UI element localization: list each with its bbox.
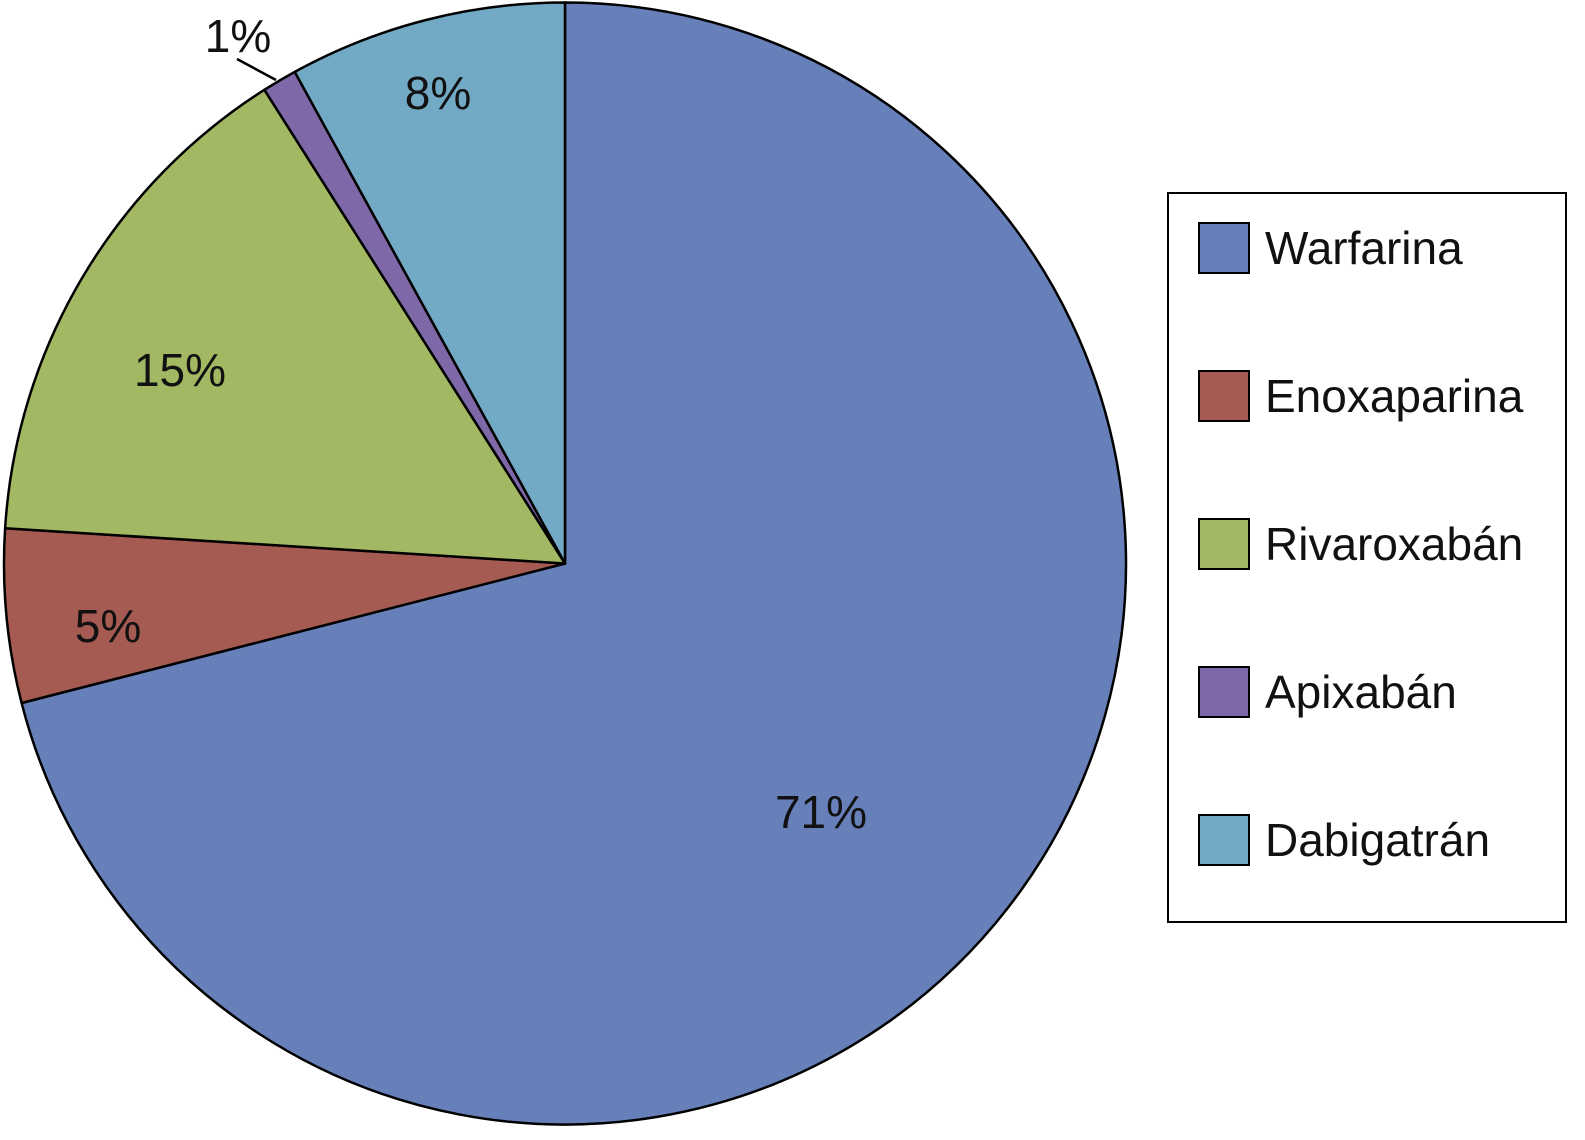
legend: Warfarina Enoxaparina Rivaroxabán Apixab… xyxy=(1167,192,1567,923)
legend-item-enoxaparina: Enoxaparina xyxy=(1198,370,1565,422)
data-label-warfarina: 71% xyxy=(775,786,867,838)
legend-label-enoxaparina: Enoxaparina xyxy=(1265,370,1524,422)
pie-slice-dabigatran xyxy=(293,1,567,565)
pie-slices xyxy=(2,1,1128,1126)
legend-swatch-dabigatran xyxy=(1198,814,1250,866)
pie-slice-enoxaparina xyxy=(2,527,567,705)
legend-swatch-rivaroxaban xyxy=(1198,518,1250,570)
legend-label-dabigatran: Dabigatrán xyxy=(1265,814,1491,866)
data-label-rivaroxaban: 15% xyxy=(134,344,226,396)
pie-slice-rivaroxaban xyxy=(3,88,567,565)
legend-label-apixaban: Apixabán xyxy=(1265,666,1457,718)
pie-slice-warfarina xyxy=(20,1,1128,1126)
data-label-enoxaparina: 5% xyxy=(75,600,141,652)
legend-item-dabigatran: Dabigatrán xyxy=(1198,814,1565,866)
data-label-apixaban: 1% xyxy=(205,10,271,62)
leader-line-apixaban xyxy=(236,57,277,82)
legend-label-rivaroxaban: Rivaroxabán xyxy=(1265,518,1524,570)
legend-swatch-apixaban xyxy=(1198,666,1250,718)
legend-item-rivaroxaban: Rivaroxabán xyxy=(1198,518,1565,570)
legend-label-warfarina: Warfarina xyxy=(1265,222,1463,274)
data-label-dabigatran: 8% xyxy=(405,67,471,119)
legend-item-apixaban: Apixabán xyxy=(1198,666,1565,718)
legend-swatch-warfarina xyxy=(1198,222,1250,274)
legend-swatch-enoxaparina xyxy=(1198,370,1250,422)
pie-data-labels: 71% 5% 15% 1% 8% xyxy=(75,10,867,838)
pie-chart: 71% 5% 15% 1% 8% xyxy=(2,1,1128,1126)
legend-item-warfarina: Warfarina xyxy=(1198,222,1565,274)
